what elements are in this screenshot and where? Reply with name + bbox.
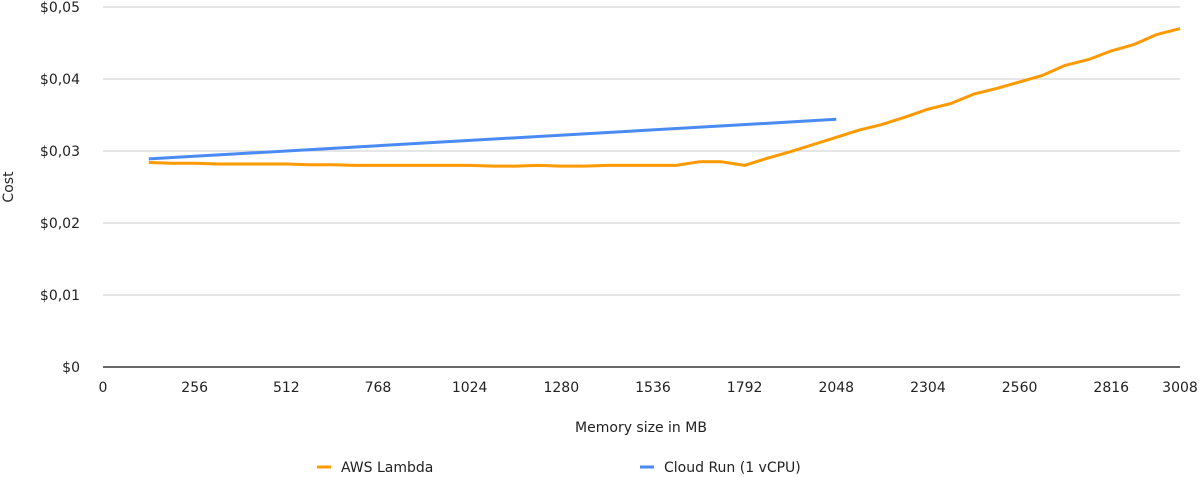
series-lines [148, 27, 1181, 168]
legend-label: Cloud Run (1 vCPU) [664, 460, 801, 476]
legend-item-cloud-run[interactable]: Cloud Run (1 vCPU) [640, 460, 801, 476]
x-tick-label: 512 [273, 380, 300, 396]
y-tick-label: $0,02 [40, 216, 80, 232]
y-tick-label: $0 [62, 360, 80, 376]
x-tick-label: 2816 [1093, 380, 1129, 396]
x-axis-ticks: 0 256 512 768 1024 1280 1536 1792 2048 2304 2560 28… [99, 380, 1198, 396]
x-tick-label: 0 [99, 380, 108, 396]
legend-label: AWS Lambda [341, 460, 433, 476]
x-tick-label: 1792 [727, 380, 763, 396]
x-tick-label: 3008 [1162, 380, 1198, 396]
series-cloud-run[interactable] [148, 117, 837, 161]
x-tick-label: 1024 [452, 380, 488, 396]
x-tick-label: 2304 [910, 380, 946, 396]
x-tick-label: 2048 [818, 380, 854, 396]
y-axis-ticks: $0 $0,01 $0,02 $0,03 $0,04 $0,05 [40, 0, 80, 376]
x-tick-label: 256 [181, 380, 208, 396]
x-tick-label: 2560 [1002, 380, 1038, 396]
x-axis-title: Memory size in MB [575, 420, 707, 436]
y-tick-label: $0,03 [40, 144, 80, 160]
y-tick-label: $0,04 [40, 72, 80, 88]
y-tick-label: $0,05 [40, 0, 80, 16]
x-tick-label: 1280 [543, 380, 579, 396]
series-aws-lambda[interactable] [148, 27, 1181, 168]
legend-item-aws-lambda[interactable]: AWS Lambda [317, 460, 433, 476]
y-axis-title: Cost [1, 171, 17, 203]
y-tick-label: $0,01 [40, 288, 80, 304]
legend: AWS Lambda Cloud Run (1 vCPU) [317, 460, 801, 476]
x-tick-label: 1536 [635, 380, 671, 396]
x-tick-label: 768 [365, 380, 392, 396]
